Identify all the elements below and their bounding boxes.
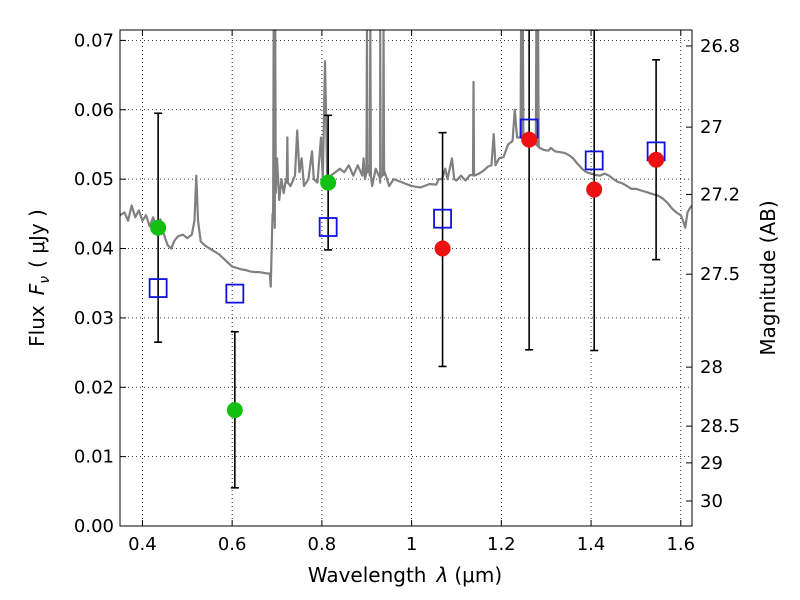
plot-frame <box>119 29 693 527</box>
observed-point <box>434 240 451 257</box>
y2-tick-label: 29 <box>700 453 723 474</box>
observed-point <box>648 151 665 168</box>
y-axis-label-subscript: ν <box>37 276 53 284</box>
y-tick-label: 0.00 <box>74 516 114 537</box>
model-flux-box <box>318 217 338 237</box>
y-axis-label-unit: ( μJy ) <box>25 209 49 268</box>
observed-point <box>226 402 243 419</box>
y2-tick-label: 27.2 <box>700 184 740 205</box>
model-flux-box <box>433 208 452 229</box>
observed-point <box>150 219 167 236</box>
observed-point <box>521 131 538 148</box>
x-axis-label: Wavelength λ (μm) <box>308 563 502 587</box>
y2-tick-label: 28.5 <box>700 416 740 437</box>
x-axis-ticks: 0.4 0.6 0.8 1 1.2 1.4 1.6 <box>128 30 695 555</box>
y-tick-label: 0.03 <box>74 308 114 329</box>
model-flux-box <box>225 283 245 304</box>
plot-area <box>120 30 692 526</box>
x-tick-label: 0.4 <box>128 534 157 555</box>
x-axis-label-text: Wavelength <box>308 563 427 587</box>
observed-point <box>320 174 337 191</box>
y-tick-label: 0.06 <box>74 100 114 121</box>
model-spectrum-line <box>120 30 692 288</box>
y2-tick-label: 27.5 <box>700 264 740 285</box>
x-tick-label: 1.4 <box>577 534 606 555</box>
observed-points <box>150 131 665 419</box>
x-tick-label: 1.2 <box>487 534 516 555</box>
x-tick-label: 0.8 <box>308 534 337 555</box>
y-axis-label-symbol: F <box>25 283 49 295</box>
y2-tick-label: 30 <box>700 491 723 512</box>
y-tick-label: 0.01 <box>74 447 114 468</box>
model-spectrum <box>120 30 692 288</box>
x-axis-label-symbol: λ <box>436 563 449 587</box>
y-tick-label: 0.02 <box>74 377 114 398</box>
observed-point <box>586 181 603 198</box>
y2-tick-label: 27 <box>700 117 723 138</box>
y-axis-label-text: Flux <box>25 305 49 347</box>
x-tick-label: 1.6 <box>666 534 695 555</box>
y-axis-ticks: 0.00 0.01 0.02 0.03 0.04 0.05 0.06 0.07 <box>74 30 126 537</box>
y-tick-label: 0.05 <box>74 169 114 190</box>
y2-tick-label: 28 <box>700 357 723 378</box>
x-tick-label: 1 <box>406 534 417 555</box>
x-axis-label-unit: (μm) <box>454 563 502 587</box>
model-flux-boxes <box>148 118 666 304</box>
y2-axis-label: Magnitude (AB) <box>756 200 780 355</box>
y2-tick-label: 26.8 <box>700 36 740 57</box>
y-axis-label: Flux Fν ( μJy ) <box>25 209 53 347</box>
x-tick-label: 0.6 <box>218 534 247 555</box>
y2-axis-ticks: 26.8 27 27.2 27.5 28 28.5 29 30 <box>686 36 740 512</box>
y-tick-label: 0.04 <box>74 239 114 260</box>
model-flux-box <box>584 150 604 171</box>
y-tick-label: 0.07 <box>74 30 114 51</box>
model-flux-box <box>148 278 168 298</box>
